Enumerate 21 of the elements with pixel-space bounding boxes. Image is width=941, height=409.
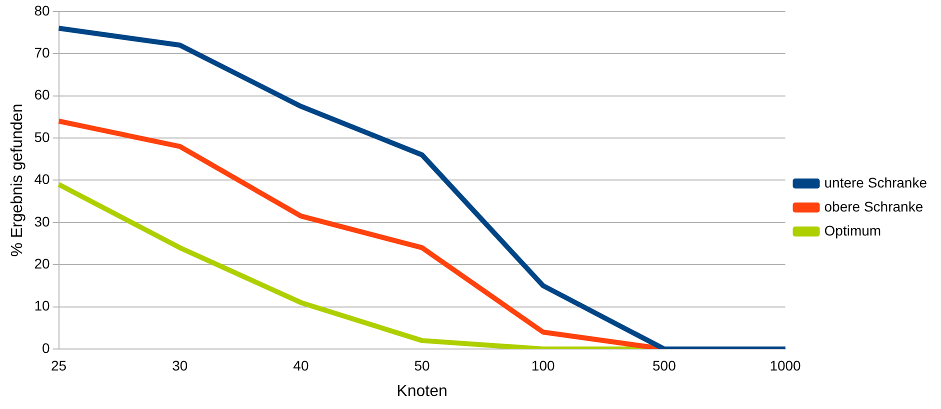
y-tick-label: 10 — [34, 298, 50, 314]
y-tick-label: 0 — [42, 340, 50, 356]
y-tick-label: 80 — [34, 2, 50, 18]
x-tick-label: 1000 — [770, 357, 802, 374]
y-tick-label: 50 — [34, 128, 50, 145]
y-tick-label: 60 — [34, 86, 50, 103]
legend-label: obere Schranke — [824, 198, 924, 214]
y-tick-label: 30 — [34, 213, 50, 230]
y-tick-label: 70 — [34, 44, 50, 60]
legend-label: Optimum — [824, 222, 882, 238]
x-tick-label: 25 — [50, 357, 67, 374]
x-tick-label: 50 — [414, 357, 430, 374]
x-axis-title: Knoten — [396, 382, 448, 400]
x-tick-label: 30 — [172, 357, 188, 374]
x-tick-label: 40 — [293, 357, 309, 374]
x-tick-label: 100 — [531, 357, 555, 374]
legend-label: untere Schranke — [824, 174, 928, 190]
y-axis-title: % Ergebnis gefunden — [9, 104, 26, 257]
y-tick-label: 20 — [34, 255, 50, 272]
y-tick-label: 40 — [34, 171, 50, 188]
x-tick-label: 500 — [652, 357, 676, 374]
